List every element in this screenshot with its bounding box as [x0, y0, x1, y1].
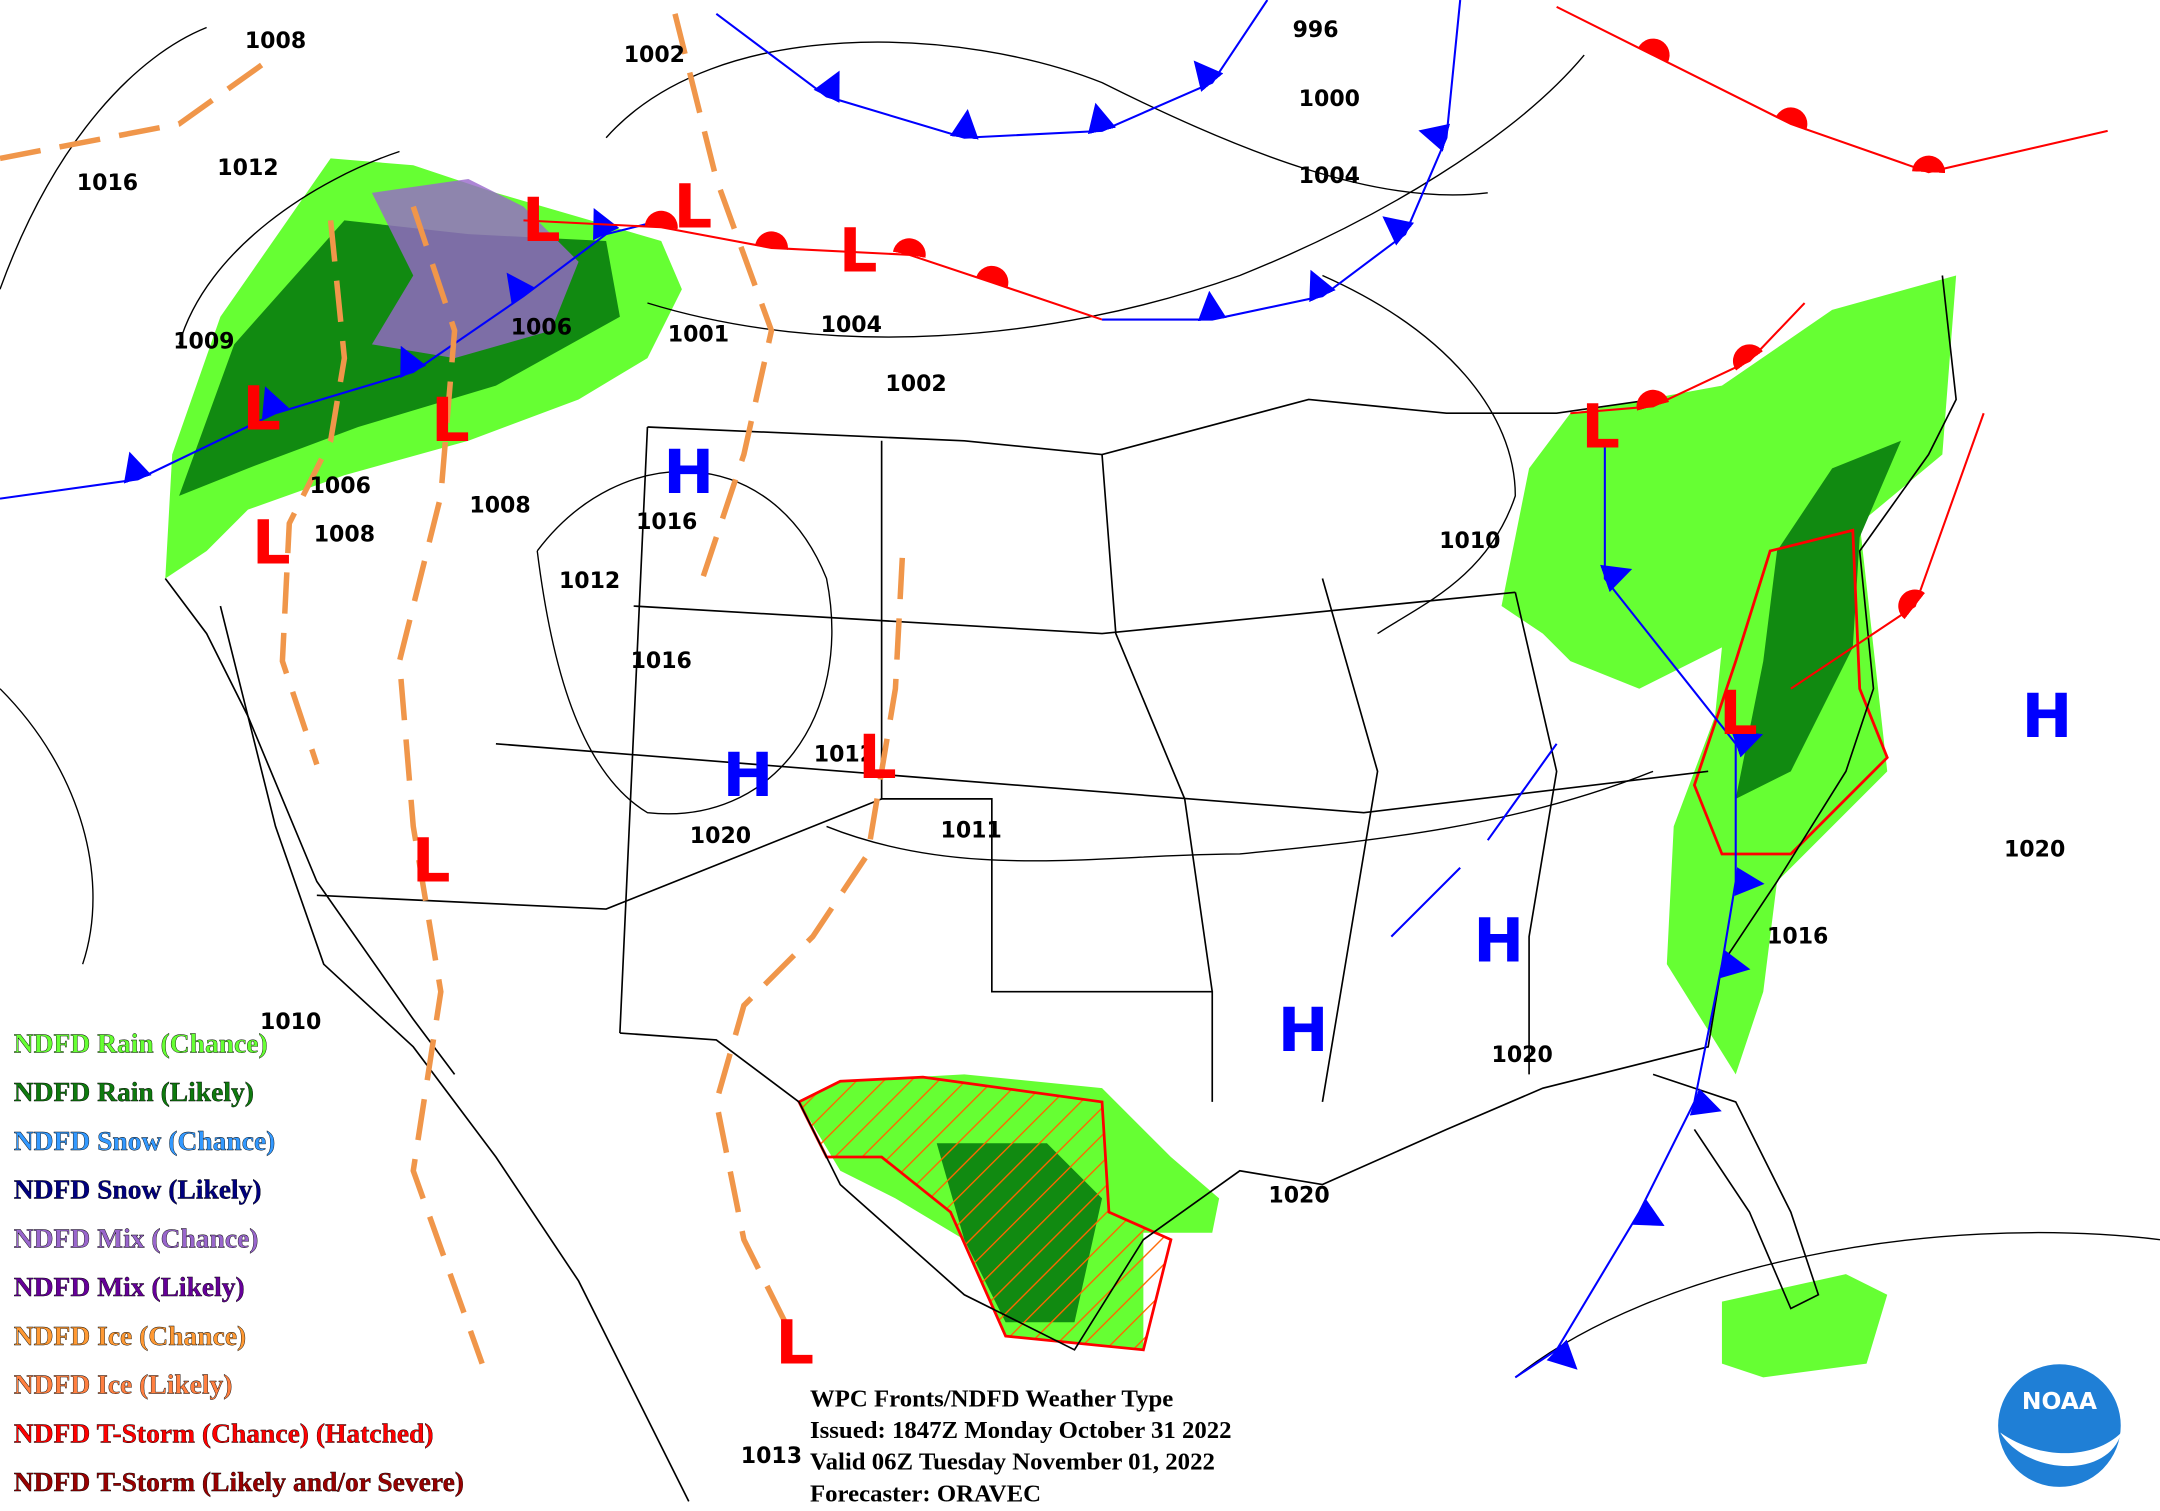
pressure-label: 1016: [631, 649, 692, 674]
high-center: H: [723, 741, 774, 811]
legend-entry: NDFD Snow (Chance): [14, 1125, 276, 1156]
info-forecaster: Forecaster: ORAVEC: [810, 1480, 1041, 1507]
low-center: L: [242, 375, 281, 445]
legend-entry: NDFD Rain (Likely): [14, 1076, 254, 1107]
low-center: L: [776, 1309, 815, 1379]
pressure-label: 1009: [173, 329, 234, 354]
pressure-label: 1006: [310, 474, 371, 499]
pressure-label: 1006: [511, 316, 572, 341]
info-issued: Issued: 1847Z Monday October 31 2022: [810, 1417, 1232, 1444]
pressure-label: 1020: [1492, 1043, 1553, 1068]
pressure-label: 1001: [668, 323, 729, 348]
info-title: WPC Fronts/NDFD Weather Type: [810, 1385, 1173, 1412]
high-center: H: [1278, 996, 1329, 1066]
low-center: L: [674, 172, 713, 242]
logo-text: NOAA: [2022, 1387, 2097, 1415]
pressure-label: 1008: [469, 493, 530, 518]
troughs: [0, 13, 906, 1365]
info-valid: Valid 06Z Tuesday November 01, 2022: [810, 1449, 1215, 1476]
pressure-label: 1013: [741, 1444, 802, 1469]
legend-entry: NDFD Mix (Chance): [14, 1222, 259, 1253]
pressure-label: 1004: [1299, 164, 1360, 189]
low-center: L: [858, 723, 897, 793]
legend-entry: NDFD Snow (Likely): [14, 1174, 262, 1205]
pressure-label: 1000: [1299, 87, 1360, 112]
pressure-label: 1016: [636, 510, 697, 535]
pressure-label: 1016: [1767, 925, 1828, 950]
legend-entry: NDFD Ice (Chance): [14, 1320, 246, 1351]
low-center: L: [522, 186, 561, 256]
pressure-label: 1002: [885, 372, 946, 397]
pressure-label: 1008: [245, 29, 306, 54]
legend-entry: NDFD Ice (Likely): [14, 1369, 233, 1400]
pressure-label: 1002: [624, 43, 685, 68]
legend-entry: NDFD T-Storm (Chance) (Hatched): [14, 1417, 434, 1448]
fronts: [0, 0, 2108, 1379]
legend-entry: NDFD Mix (Likely): [14, 1271, 245, 1302]
pressure-label: 1008: [314, 522, 375, 547]
high-center: H: [1473, 906, 1524, 976]
borders: [164, 275, 1957, 1502]
low-center: L: [252, 508, 291, 578]
pressure-label: 1012: [217, 156, 278, 181]
pressure-label: 1020: [2004, 838, 2065, 863]
pressure-label: 996: [1293, 18, 1339, 43]
pressure-label: 1004: [821, 313, 882, 338]
legend-entry: NDFD T-Storm (Likely and/or Severe): [14, 1466, 464, 1497]
pressure-label: 1010: [260, 1010, 321, 1035]
precip-areas: [165, 158, 1957, 1378]
noaa-logo: NOAA: [1994, 1360, 2125, 1492]
low-center: L: [1719, 679, 1758, 749]
high-center: H: [663, 438, 714, 508]
pressure-label: 1020: [1268, 1183, 1329, 1208]
pressure-label: 1011: [941, 818, 1002, 843]
legend-entry: NDFD Rain (Chance): [14, 1027, 268, 1058]
low-center: L: [412, 827, 451, 897]
low-center: L: [431, 386, 470, 456]
high-center: H: [2022, 682, 2073, 752]
pressure-label: 1012: [814, 743, 875, 768]
pressure-label: 1010: [1439, 529, 1500, 554]
pressure-label: 1020: [690, 824, 751, 849]
low-center: L: [1581, 393, 1620, 463]
pressure-label: 1016: [77, 171, 138, 196]
pressure-label: 1012: [559, 569, 620, 594]
low-center: L: [839, 216, 878, 286]
